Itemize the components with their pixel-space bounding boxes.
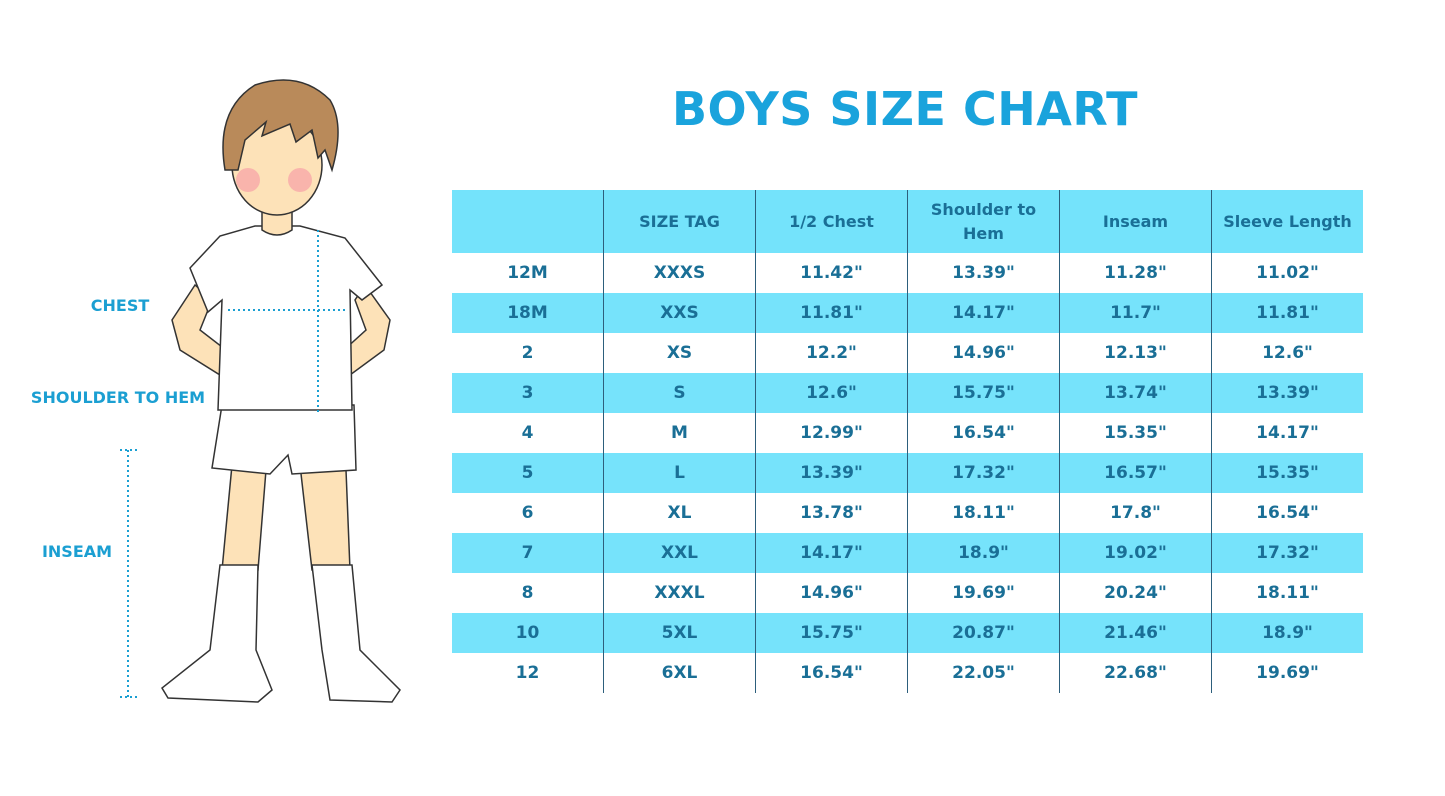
table-cell: 16.54" <box>1211 493 1363 533</box>
size-table: SIZE TAG 1/2 Chest Shoulder to Hem Inseam Sl… <box>452 190 1363 693</box>
table-cell: 19.02" <box>1059 533 1212 573</box>
inseam-label: INSEAM <box>41 542 113 561</box>
table-row: 10 5XL 15.75" 20.87" 21.46" 18.9" <box>452 613 1363 653</box>
table-cell: 15.75" <box>907 373 1060 413</box>
header-cell: Inseam <box>1059 190 1212 253</box>
table-cell: 22.68" <box>1059 653 1212 693</box>
table-cell: S <box>603 373 756 413</box>
table-cell: 21.46" <box>1059 613 1212 653</box>
header-cell <box>452 190 604 253</box>
table-cell: 8 <box>452 573 604 613</box>
table-cell: 18.11" <box>907 493 1060 533</box>
header-cell: Sleeve Length <box>1211 190 1363 253</box>
table-cell: 6 <box>452 493 604 533</box>
table-cell: XXS <box>603 293 756 333</box>
table-cell: 18.9" <box>1211 613 1363 653</box>
table-row: 12 6XL 16.54" 22.05" 22.68" 19.69" <box>452 653 1363 693</box>
table-row: 2 XS 12.2" 14.96" 12.13" 12.6" <box>452 333 1363 373</box>
table-cell: 15.35" <box>1211 453 1363 493</box>
table-cell: 13.78" <box>755 493 908 533</box>
table-cell: 11.7" <box>1059 293 1212 333</box>
table-cell: 19.69" <box>1211 653 1363 693</box>
table-cell: XXXS <box>603 253 756 293</box>
table-cell: 20.87" <box>907 613 1060 653</box>
header-cell: SIZE TAG <box>603 190 756 253</box>
table-cell: 11.02" <box>1211 253 1363 293</box>
table-row: 6 XL 13.78" 18.11" 17.8" 16.54" <box>452 493 1363 533</box>
table-row: 5 L 13.39" 17.32" 16.57" 15.35" <box>452 453 1363 493</box>
table-cell: 14.96" <box>907 333 1060 373</box>
table-cell: 11.28" <box>1059 253 1212 293</box>
table-cell: 13.39" <box>755 453 908 493</box>
table-cell: 3 <box>452 373 604 413</box>
table-cell: 7 <box>452 533 604 573</box>
table-row: 7 XXL 14.17" 18.9" 19.02" 17.32" <box>452 533 1363 573</box>
table-cell: 14.17" <box>1211 413 1363 453</box>
table-cell: 11.42" <box>755 253 908 293</box>
table-cell: 4 <box>452 413 604 453</box>
table-cell: 5XL <box>603 613 756 653</box>
table-cell: 12 <box>452 653 604 693</box>
header-cell: 1/2 Chest <box>755 190 908 253</box>
table-cell: 14.17" <box>755 533 908 573</box>
shoulder-label: SHOULDER TO HEM <box>30 388 206 407</box>
table-cell: 13.74" <box>1059 373 1212 413</box>
table-row: 12M XXXS 11.42" 13.39" 11.28" 11.02" <box>452 253 1363 293</box>
table-cell: XS <box>603 333 756 373</box>
table-cell: 18.11" <box>1211 573 1363 613</box>
table-cell: 16.57" <box>1059 453 1212 493</box>
title: BOYS SIZE CHART <box>671 82 1139 136</box>
table-cell: 11.81" <box>755 293 908 333</box>
table-cell: 2 <box>452 333 604 373</box>
table-cell: L <box>603 453 756 493</box>
table-cell: M <box>603 413 756 453</box>
table-cell: 12.13" <box>1059 333 1212 373</box>
boy-illustration <box>120 79 401 703</box>
table-cell: 5 <box>452 453 604 493</box>
table-cell: 14.96" <box>755 573 908 613</box>
table-cell: 13.39" <box>1211 373 1363 413</box>
table-cell: 15.35" <box>1059 413 1212 453</box>
table-cell: 18M <box>452 293 604 333</box>
table-cell: 12.6" <box>1211 333 1363 373</box>
table-cell: 11.81" <box>1211 293 1363 333</box>
table-cell: 15.75" <box>755 613 908 653</box>
table-cell: 12.6" <box>755 373 908 413</box>
table-row: 4 M 12.99" 16.54" 15.35" 14.17" <box>452 413 1363 453</box>
table-cell: 12M <box>452 253 604 293</box>
header-row: SIZE TAG 1/2 Chest Shoulder to Hem Inseam Sl… <box>452 190 1363 253</box>
table-cell: XXXL <box>603 573 756 613</box>
table-cell: XXL <box>603 533 756 573</box>
table-cell: 19.69" <box>907 573 1060 613</box>
table-cell: 17.8" <box>1059 493 1212 533</box>
table-cell: 10 <box>452 613 604 653</box>
table-cell: 17.32" <box>1211 533 1363 573</box>
table-cell: 14.17" <box>907 293 1060 333</box>
header-cell: Shoulder to Hem <box>907 190 1060 253</box>
table-cell: 22.05" <box>907 653 1060 693</box>
table-row: 8 XXXL 14.96" 19.69" 20.24" 18.11" <box>452 573 1363 613</box>
table-row: 3 S 12.6" 15.75" 13.74" 13.39" <box>452 373 1363 413</box>
table-cell: 16.54" <box>907 413 1060 453</box>
table-cell: 12.99" <box>755 413 908 453</box>
table-cell: 17.32" <box>907 453 1060 493</box>
table-cell: 16.54" <box>755 653 908 693</box>
table-row: 18M XXS 11.81" 14.17" 11.7" 11.81" <box>452 293 1363 333</box>
table-cell: 12.2" <box>755 333 908 373</box>
table-cell: 20.24" <box>1059 573 1212 613</box>
table-cell: XL <box>603 493 756 533</box>
table-cell: 6XL <box>603 653 756 693</box>
table-cell: 13.39" <box>907 253 1060 293</box>
table-cell: 18.9" <box>907 533 1060 573</box>
chest-label: CHEST <box>90 296 150 315</box>
